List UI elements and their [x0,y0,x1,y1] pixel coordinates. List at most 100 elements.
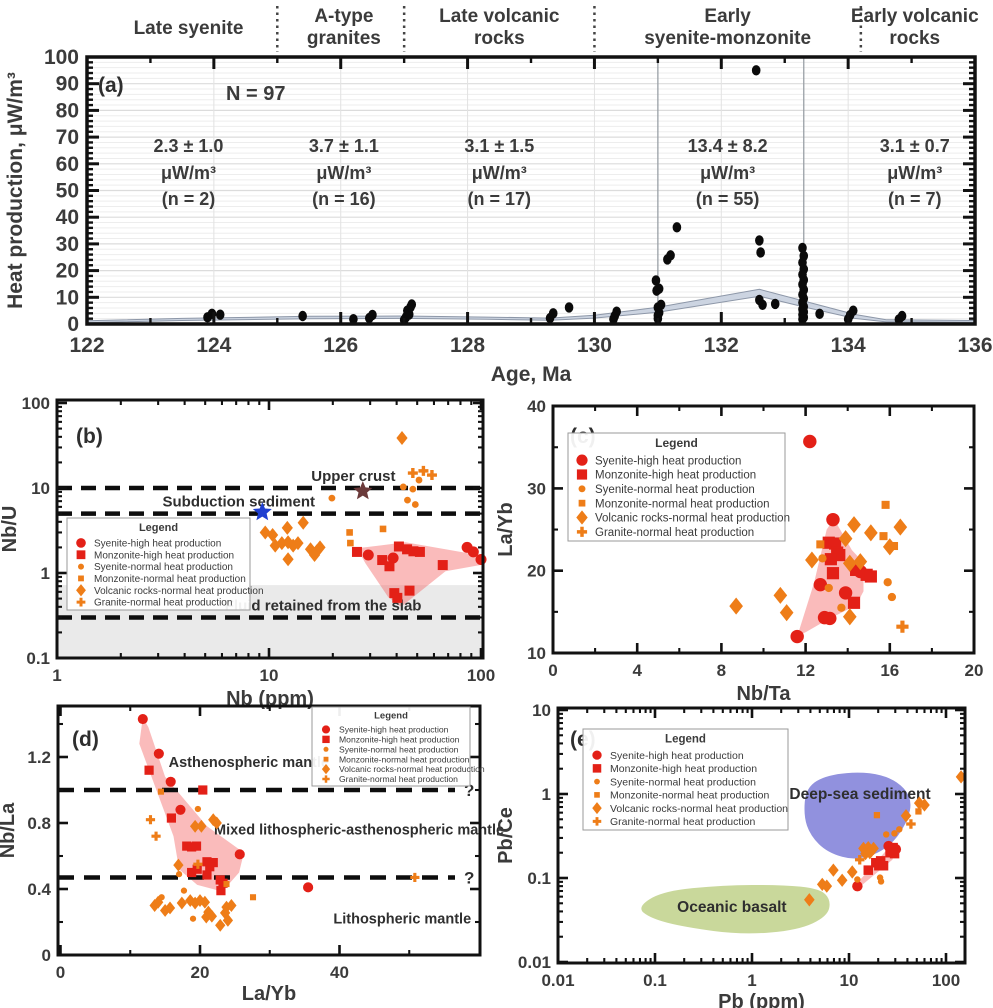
svg-text:90: 90 [56,73,79,96]
svg-text:granites: granites [307,28,381,49]
svg-text:Syenite-normal heat production: Syenite-normal heat production [339,744,459,754]
reference-line-label: Fluid retained from the slab [225,597,422,614]
svg-text:8: 8 [717,661,726,680]
mantle-zone-label: Mixed lithospheric-asthenospheric mantle [214,823,504,839]
series-volcanic-normal [804,770,967,907]
svg-text:Monzonite-normal heat producti: Monzonite-normal heat production [610,790,770,802]
x-axis-label: Age, Ma [491,363,572,386]
svg-text:1: 1 [52,666,61,685]
subduction-sediment-star [252,502,272,521]
svg-text:Monzonite-high heat production: Monzonite-high heat production [610,763,757,775]
svg-text:1: 1 [542,785,551,804]
svg-text:30: 30 [56,233,79,256]
panel-letter: (a) [98,74,124,97]
series-monzonite-high [144,765,228,896]
svg-text:10: 10 [260,666,279,685]
series-syenite-normal [158,805,202,922]
data-points [259,431,487,603]
svg-text:3.1 ± 0.7: 3.1 ± 0.7 [880,136,950,156]
svg-text:rocks: rocks [474,28,525,49]
svg-text:0.1: 0.1 [527,869,551,888]
svg-text:Legend: Legend [374,711,408,722]
svg-text:132: 132 [704,334,739,357]
uncertainty-mark: ? [464,781,474,800]
series-syenite-high [362,541,487,566]
x-axis-label: La/Yb [242,983,296,1005]
svg-text:0.1: 0.1 [643,971,667,990]
svg-text:Late syenite: Late syenite [134,18,244,39]
y-axis-label: La/Yb [495,502,517,556]
series-monzonite-normal [157,788,257,901]
svg-text:20: 20 [191,963,210,982]
svg-text:20: 20 [965,661,984,680]
svg-text:Monzonite-normal heat producti: Monzonite-normal heat production [595,498,770,510]
svg-text:μW/m³: μW/m³ [161,163,216,183]
svg-text:128: 128 [450,334,485,357]
svg-text:Legend: Legend [139,522,178,534]
deep-sea-sediment-region [804,772,911,859]
svg-text:A-type: A-type [314,6,373,27]
svg-text:μW/m³: μW/m³ [316,163,371,183]
svg-text:10: 10 [31,479,50,498]
svg-text:126: 126 [323,334,358,357]
svg-text:Monzonite-normal heat producti: Monzonite-normal heat production [339,754,470,764]
svg-text:100: 100 [22,394,50,413]
svg-text:Volcanic rocks-normal heat pro: Volcanic rocks-normal heat production [595,513,790,525]
svg-text:μW/m³: μW/m³ [887,163,942,183]
svg-text:0.8: 0.8 [27,814,51,833]
y-axis-label: Heat production, μW/m³ [4,72,27,309]
series-syenite-normal [854,826,903,885]
svg-text:13.4 ± 8.2: 13.4 ± 8.2 [688,136,768,156]
series-monzonite-high [351,541,448,603]
y-axis-label: Pb/Ce [495,807,517,864]
svg-text:10: 10 [527,644,546,663]
svg-text:Syenite-high heat production: Syenite-high heat production [339,725,449,735]
svg-text:12: 12 [796,661,815,680]
svg-text:0.01: 0.01 [541,971,574,990]
svg-text:0: 0 [548,661,557,680]
svg-text:30: 30 [527,479,546,498]
series-syenite-normal [328,476,423,508]
svg-text:0: 0 [67,313,79,336]
svg-text:60: 60 [56,153,79,176]
sample-count: N = 97 [226,83,285,105]
svg-text:134: 134 [831,334,866,357]
series-monzonite-normal [346,525,387,547]
svg-text:70: 70 [56,126,79,149]
data-points [137,713,420,932]
svg-text:Early volcanic: Early volcanic [851,6,979,27]
series-volcanic-normal [149,813,237,932]
svg-text:Granite-normal heat production: Granite-normal heat production [610,816,755,828]
svg-text:Syenite-high heat production: Syenite-high heat production [94,539,221,550]
svg-text:100: 100 [932,971,960,990]
reference-line-label: Upper crust [311,468,395,485]
svg-text:50: 50 [56,180,79,203]
panel-letter: (d) [72,728,99,751]
gridlines [87,57,975,324]
svg-text:Volcanic rocks-normal heat pro: Volcanic rocks-normal heat production [610,803,788,815]
svg-text:1: 1 [747,971,756,990]
svg-text:(n = 7): (n = 7) [888,189,942,209]
series-syenite-high [137,713,314,893]
panel-a: 122 124 126 128 130 132 134 136 0 10 20 30 40 50 60 70 8… [4,6,993,386]
svg-text:0.4: 0.4 [27,880,51,899]
svg-text:Monzonite-high heat production: Monzonite-high heat production [94,550,234,561]
svg-text:10: 10 [840,971,859,990]
svg-text:(n = 55): (n = 55) [696,189,760,209]
panel-d: ?? Asthenospheric mantle Mixed lithospheri… [0,704,504,1005]
series-granite-normal [854,819,916,865]
oceanic-basalt-label: Oceanic basalt [677,899,786,916]
series-granite-normal [896,620,909,633]
svg-text:3.1 ± 1.5: 3.1 ± 1.5 [464,136,534,156]
svg-text:16: 16 [880,661,899,680]
svg-text:Volcanic rocks-normal heat pro: Volcanic rocks-normal heat production [94,586,264,597]
svg-text:Syenite-normal heat production: Syenite-normal heat production [94,562,233,573]
svg-text:Early: Early [704,6,751,27]
svg-text:syenite-monzonite: syenite-monzonite [644,28,811,49]
svg-text:1.2: 1.2 [27,748,51,767]
